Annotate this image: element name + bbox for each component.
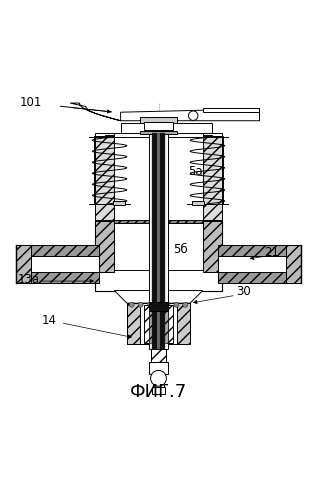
- Polygon shape: [94, 133, 121, 221]
- Polygon shape: [153, 377, 164, 388]
- Polygon shape: [114, 221, 203, 270]
- Polygon shape: [114, 133, 203, 137]
- Polygon shape: [95, 220, 222, 223]
- Polygon shape: [127, 303, 139, 344]
- Text: 101: 101: [20, 96, 42, 109]
- Polygon shape: [218, 245, 301, 282]
- Polygon shape: [121, 110, 260, 121]
- Circle shape: [147, 302, 152, 307]
- Circle shape: [138, 302, 143, 307]
- Polygon shape: [16, 245, 31, 282]
- Polygon shape: [196, 133, 223, 221]
- Polygon shape: [149, 301, 168, 311]
- Polygon shape: [203, 108, 260, 112]
- Polygon shape: [139, 117, 178, 123]
- Polygon shape: [218, 271, 301, 282]
- Polygon shape: [149, 305, 168, 343]
- Text: 5б: 5б: [173, 243, 187, 255]
- Circle shape: [174, 302, 179, 307]
- Polygon shape: [16, 271, 99, 282]
- Polygon shape: [218, 256, 301, 271]
- Polygon shape: [203, 221, 222, 271]
- Polygon shape: [151, 344, 166, 363]
- Text: 30: 30: [236, 285, 250, 298]
- Polygon shape: [16, 245, 99, 256]
- Text: ФИГ.7: ФИГ.7: [130, 383, 187, 401]
- Polygon shape: [16, 245, 99, 282]
- Polygon shape: [178, 303, 190, 344]
- Circle shape: [156, 302, 161, 307]
- Polygon shape: [16, 256, 99, 271]
- Polygon shape: [218, 245, 301, 256]
- Text: 14: 14: [42, 314, 57, 327]
- Polygon shape: [114, 290, 203, 303]
- Polygon shape: [139, 131, 178, 134]
- Polygon shape: [121, 123, 212, 133]
- Polygon shape: [203, 136, 222, 220]
- Circle shape: [189, 111, 198, 120]
- Polygon shape: [144, 122, 173, 130]
- Text: 5а: 5а: [189, 165, 203, 178]
- Circle shape: [165, 302, 170, 307]
- Polygon shape: [149, 362, 168, 374]
- Polygon shape: [113, 201, 125, 205]
- Polygon shape: [157, 133, 160, 349]
- Circle shape: [151, 370, 166, 386]
- Circle shape: [183, 302, 188, 307]
- Polygon shape: [70, 103, 121, 121]
- Polygon shape: [144, 305, 173, 343]
- Polygon shape: [149, 133, 168, 349]
- Polygon shape: [95, 136, 114, 220]
- Polygon shape: [95, 221, 114, 271]
- Text: 13а: 13а: [18, 272, 40, 285]
- Polygon shape: [152, 133, 165, 349]
- Polygon shape: [286, 245, 301, 282]
- Polygon shape: [192, 201, 204, 205]
- Polygon shape: [152, 387, 165, 394]
- Polygon shape: [127, 303, 190, 344]
- Polygon shape: [151, 344, 166, 363]
- Text: 21: 21: [264, 246, 279, 259]
- Circle shape: [129, 302, 134, 307]
